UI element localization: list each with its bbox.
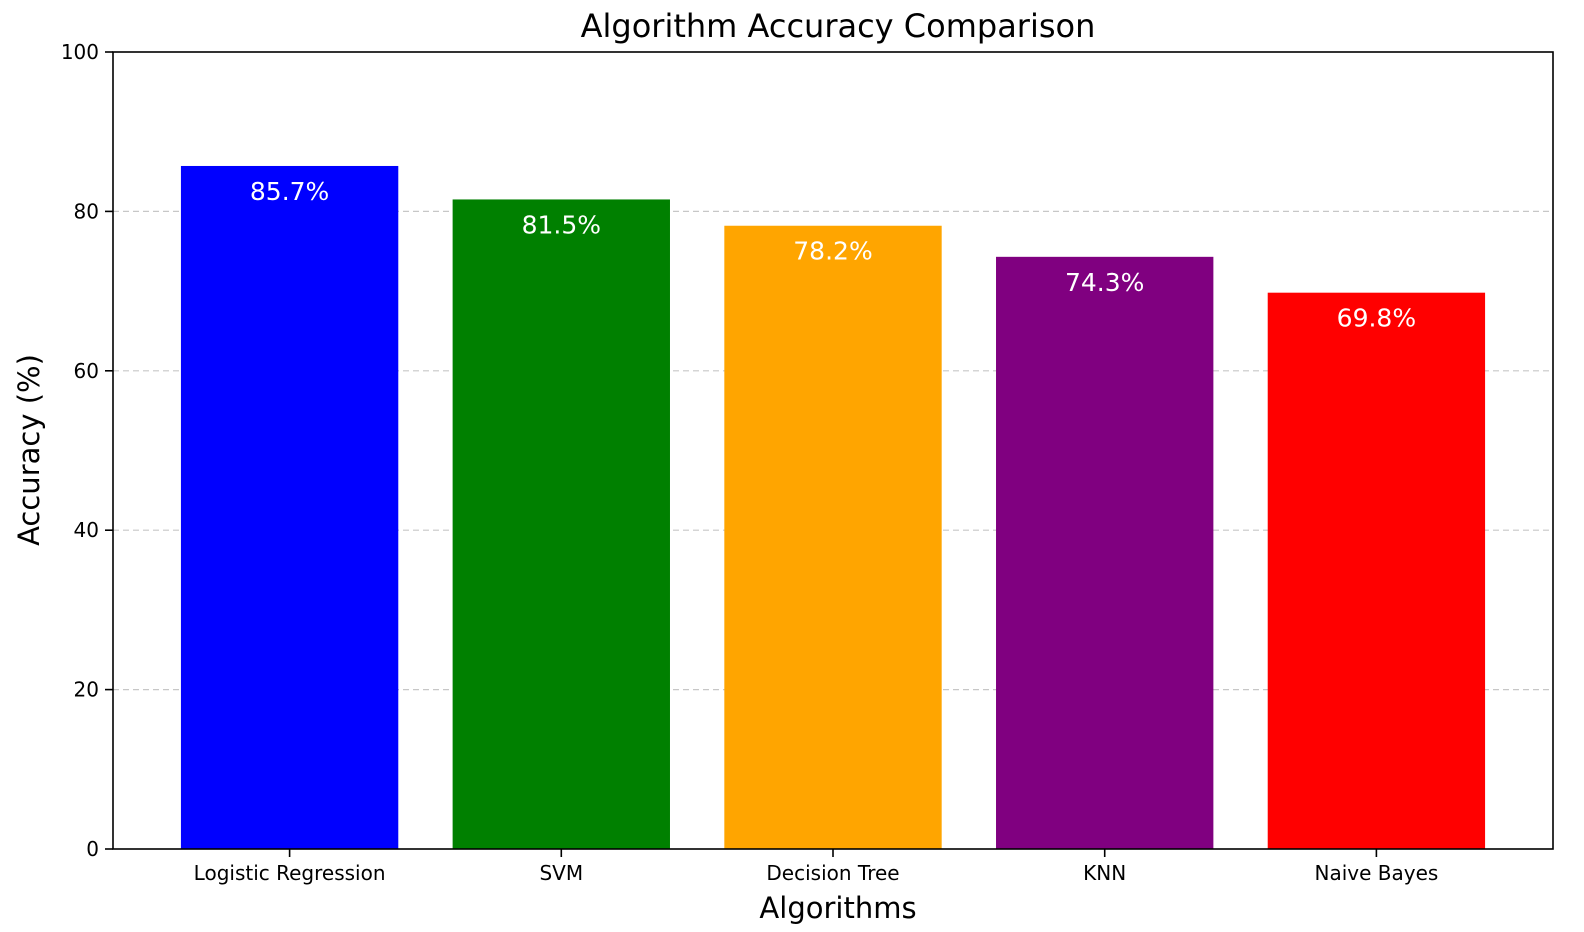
bar-value-label: 69.8% [1337,304,1416,333]
bar [452,199,670,849]
x-tick-label: Naive Bayes [1314,861,1438,885]
y-tick-label: 100 [61,40,99,64]
y-tick-label: 0 [86,837,99,861]
bar [996,256,1214,850]
bar-value-label: 74.3% [1065,268,1144,297]
y-tick-label: 80 [74,199,99,223]
y-tick-label: 60 [74,359,99,383]
chart-title: Algorithm Accuracy Comparison [581,7,1096,45]
bar [724,225,942,850]
bar-value-label: 78.2% [793,237,872,266]
bar [180,165,399,849]
bar-value-label: 85.7% [250,177,329,206]
bars: 85.7% 81.5% 78.2% 74.3% 69.8% [180,165,1486,850]
y-axis-label: Accuracy (%) [12,354,46,546]
y-tick-label: 20 [74,678,99,702]
y-tick-label: 40 [74,518,99,542]
bar-value-label: 81.5% [522,210,601,239]
x-tick-label: SVM [539,861,583,885]
x-tick-label: KNN [1083,861,1126,885]
x-axis-label: Algorithms [759,891,916,925]
x-tick-label: Logistic Regression [194,861,386,885]
x-tick-label: Decision Tree [766,861,899,885]
x-axis: Logistic Regression SVM Decision Tree KNN Na… [194,849,1438,885]
bar [1267,292,1486,850]
y-axis: 0 20 40 60 80 100 [61,40,113,861]
